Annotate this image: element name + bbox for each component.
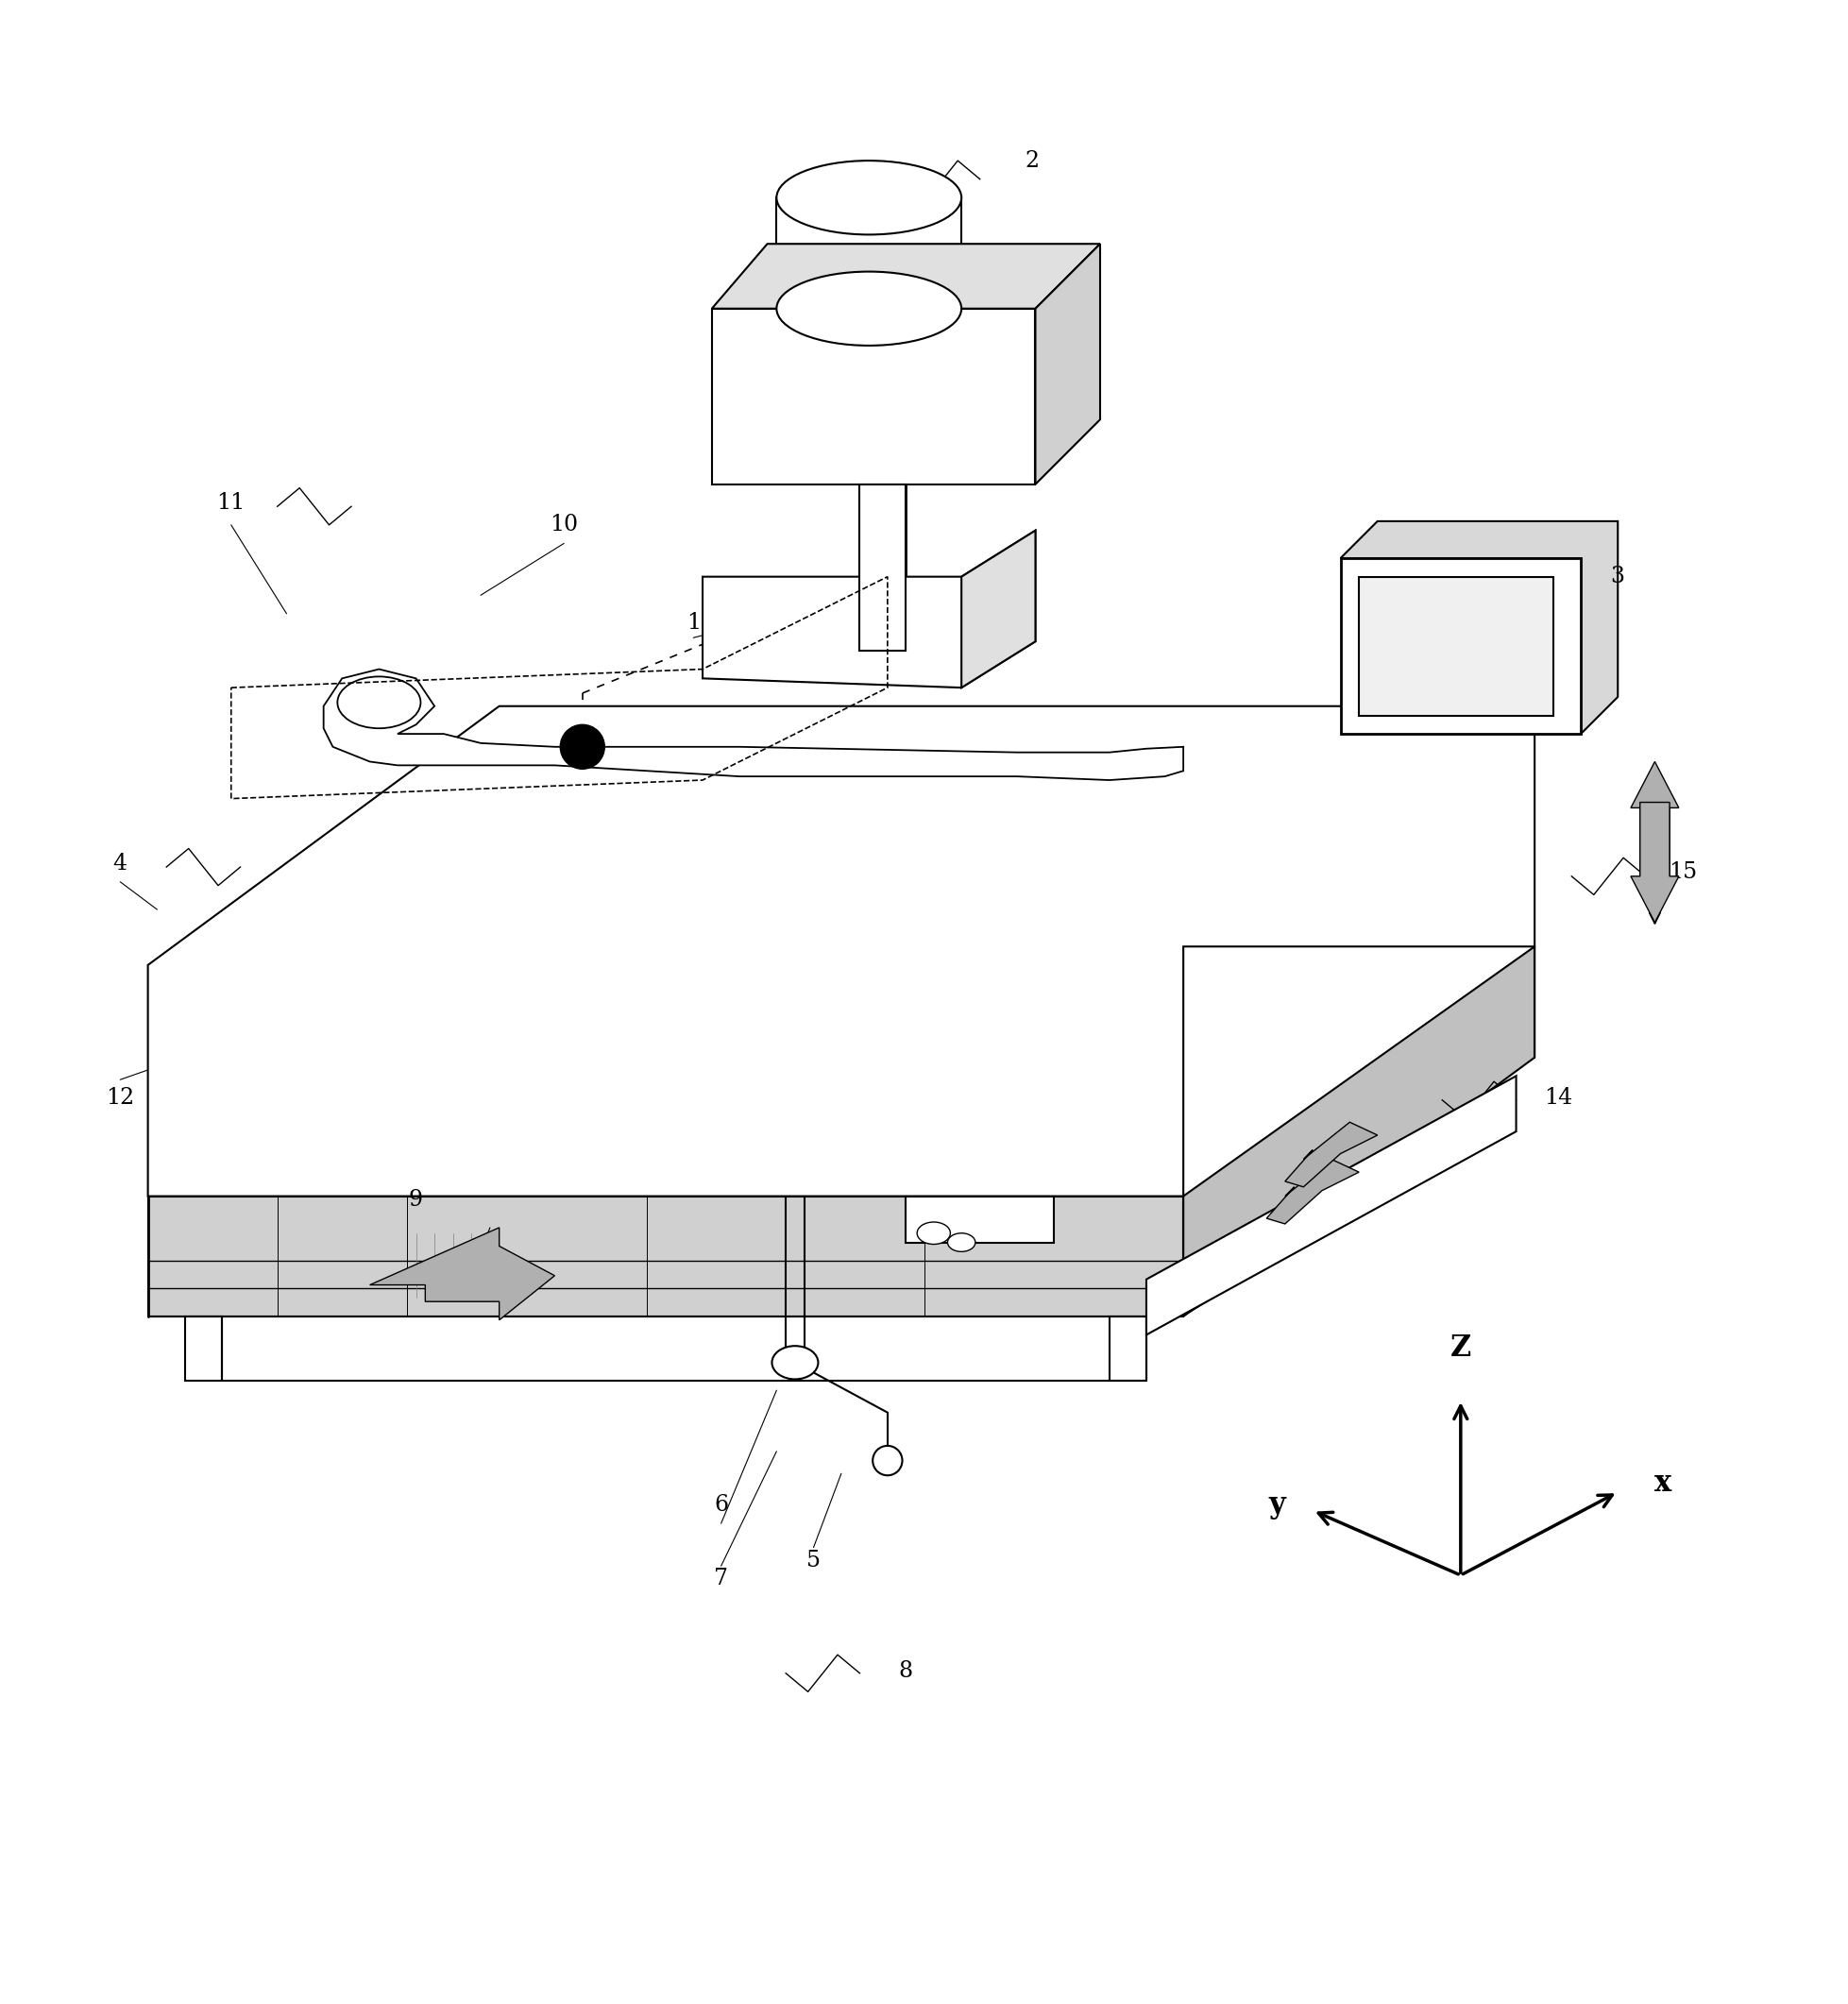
Polygon shape (1340, 559, 1580, 733)
Text: 10: 10 (549, 515, 578, 535)
Polygon shape (1340, 521, 1617, 733)
Text: 12: 12 (105, 1088, 135, 1108)
Text: 13: 13 (466, 1255, 495, 1275)
Polygon shape (1266, 1158, 1358, 1224)
Text: 14: 14 (1543, 1088, 1573, 1108)
Polygon shape (1630, 802, 1678, 922)
Text: 9: 9 (408, 1188, 423, 1210)
Circle shape (872, 1445, 902, 1475)
Text: 2: 2 (1024, 150, 1039, 172)
Polygon shape (185, 1317, 222, 1381)
Polygon shape (711, 309, 1035, 485)
Polygon shape (1284, 1122, 1377, 1186)
Polygon shape (1146, 1076, 1515, 1335)
Text: 7: 7 (713, 1567, 728, 1589)
Text: 6: 6 (713, 1495, 728, 1515)
Polygon shape (148, 966, 499, 1204)
Polygon shape (148, 1196, 1183, 1317)
Ellipse shape (776, 273, 961, 345)
Polygon shape (702, 531, 1035, 687)
Text: 3: 3 (1610, 565, 1624, 587)
Polygon shape (711, 244, 1100, 309)
Text: 4: 4 (113, 852, 128, 874)
Polygon shape (961, 531, 1035, 687)
Polygon shape (1109, 1317, 1146, 1381)
Polygon shape (1035, 244, 1100, 485)
Text: Z: Z (1449, 1333, 1471, 1363)
Text: y: y (1268, 1491, 1284, 1519)
Ellipse shape (336, 677, 419, 727)
Text: 1: 1 (686, 611, 700, 633)
Text: 15: 15 (1667, 862, 1696, 884)
Ellipse shape (917, 1222, 950, 1244)
Ellipse shape (776, 160, 961, 234)
Ellipse shape (948, 1232, 976, 1252)
Polygon shape (1183, 946, 1534, 1317)
Polygon shape (370, 1228, 554, 1321)
Polygon shape (1630, 762, 1678, 882)
Polygon shape (323, 669, 1183, 780)
Text: x: x (1654, 1469, 1671, 1497)
Text: 8: 8 (898, 1661, 913, 1681)
Polygon shape (906, 1196, 1053, 1242)
Text: 11: 11 (216, 491, 246, 513)
Ellipse shape (772, 1347, 817, 1379)
Circle shape (560, 725, 604, 770)
Text: 5: 5 (806, 1549, 821, 1571)
Polygon shape (148, 705, 1534, 1196)
Polygon shape (859, 485, 906, 651)
Polygon shape (1358, 577, 1552, 715)
